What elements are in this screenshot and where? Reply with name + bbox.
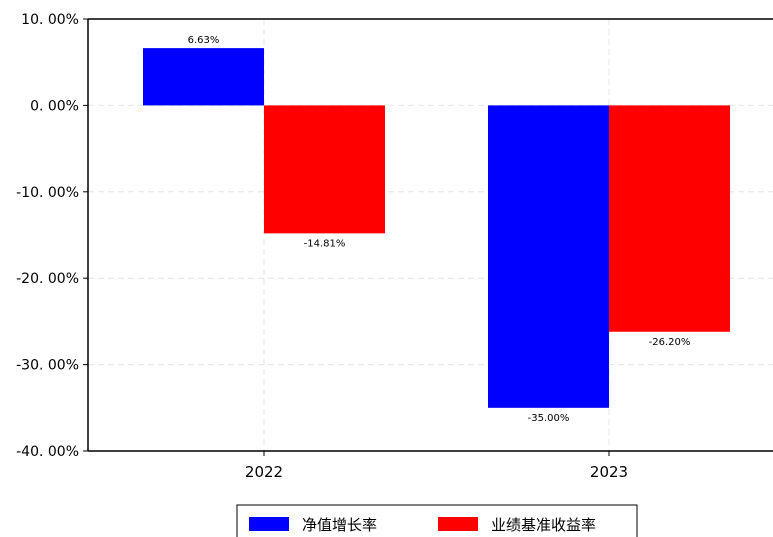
y-tick-label: 0. 00% (30, 98, 79, 114)
y-tick-label: -10. 00% (16, 185, 79, 201)
legend-box (236, 504, 638, 537)
legend: 净值增长率 业绩基准收益率 (236, 504, 638, 537)
legend-swatch (438, 517, 478, 531)
bar-nav-growth-2022 (143, 48, 264, 106)
data-label: -26.20% (649, 337, 691, 348)
y-tick-label: -20. 00% (16, 271, 79, 287)
legend-label: 业绩基准收益率 (491, 516, 596, 534)
legend-swatch (249, 517, 289, 531)
data-label: 6.63% (188, 35, 220, 46)
bar-benchmark-2023 (609, 105, 730, 332)
bars-layer (143, 48, 730, 408)
legend-label: 净值增长率 (302, 516, 377, 534)
x-tick-label: 2023 (590, 463, 628, 481)
bar-nav-growth-2023 (488, 105, 609, 408)
data-labels-layer: 6.63% -35.00% -14.81% -26.20% (188, 35, 691, 424)
x-tick-label: 2022 (245, 463, 283, 481)
bar-benchmark-2022 (264, 105, 385, 234)
axes-layer (87, 18, 773, 452)
data-label: -35.00% (528, 413, 570, 424)
y-tick-label: 10. 00% (21, 12, 79, 28)
ticks-layer: 10. 00% 0. 00% -10. 00% -20. 00% -30. 00% -40… (16, 12, 628, 481)
y-tick-label: -30. 00% (16, 358, 79, 374)
y-tick-label: -40. 00% (16, 444, 79, 460)
data-label: -14.81% (304, 238, 346, 249)
